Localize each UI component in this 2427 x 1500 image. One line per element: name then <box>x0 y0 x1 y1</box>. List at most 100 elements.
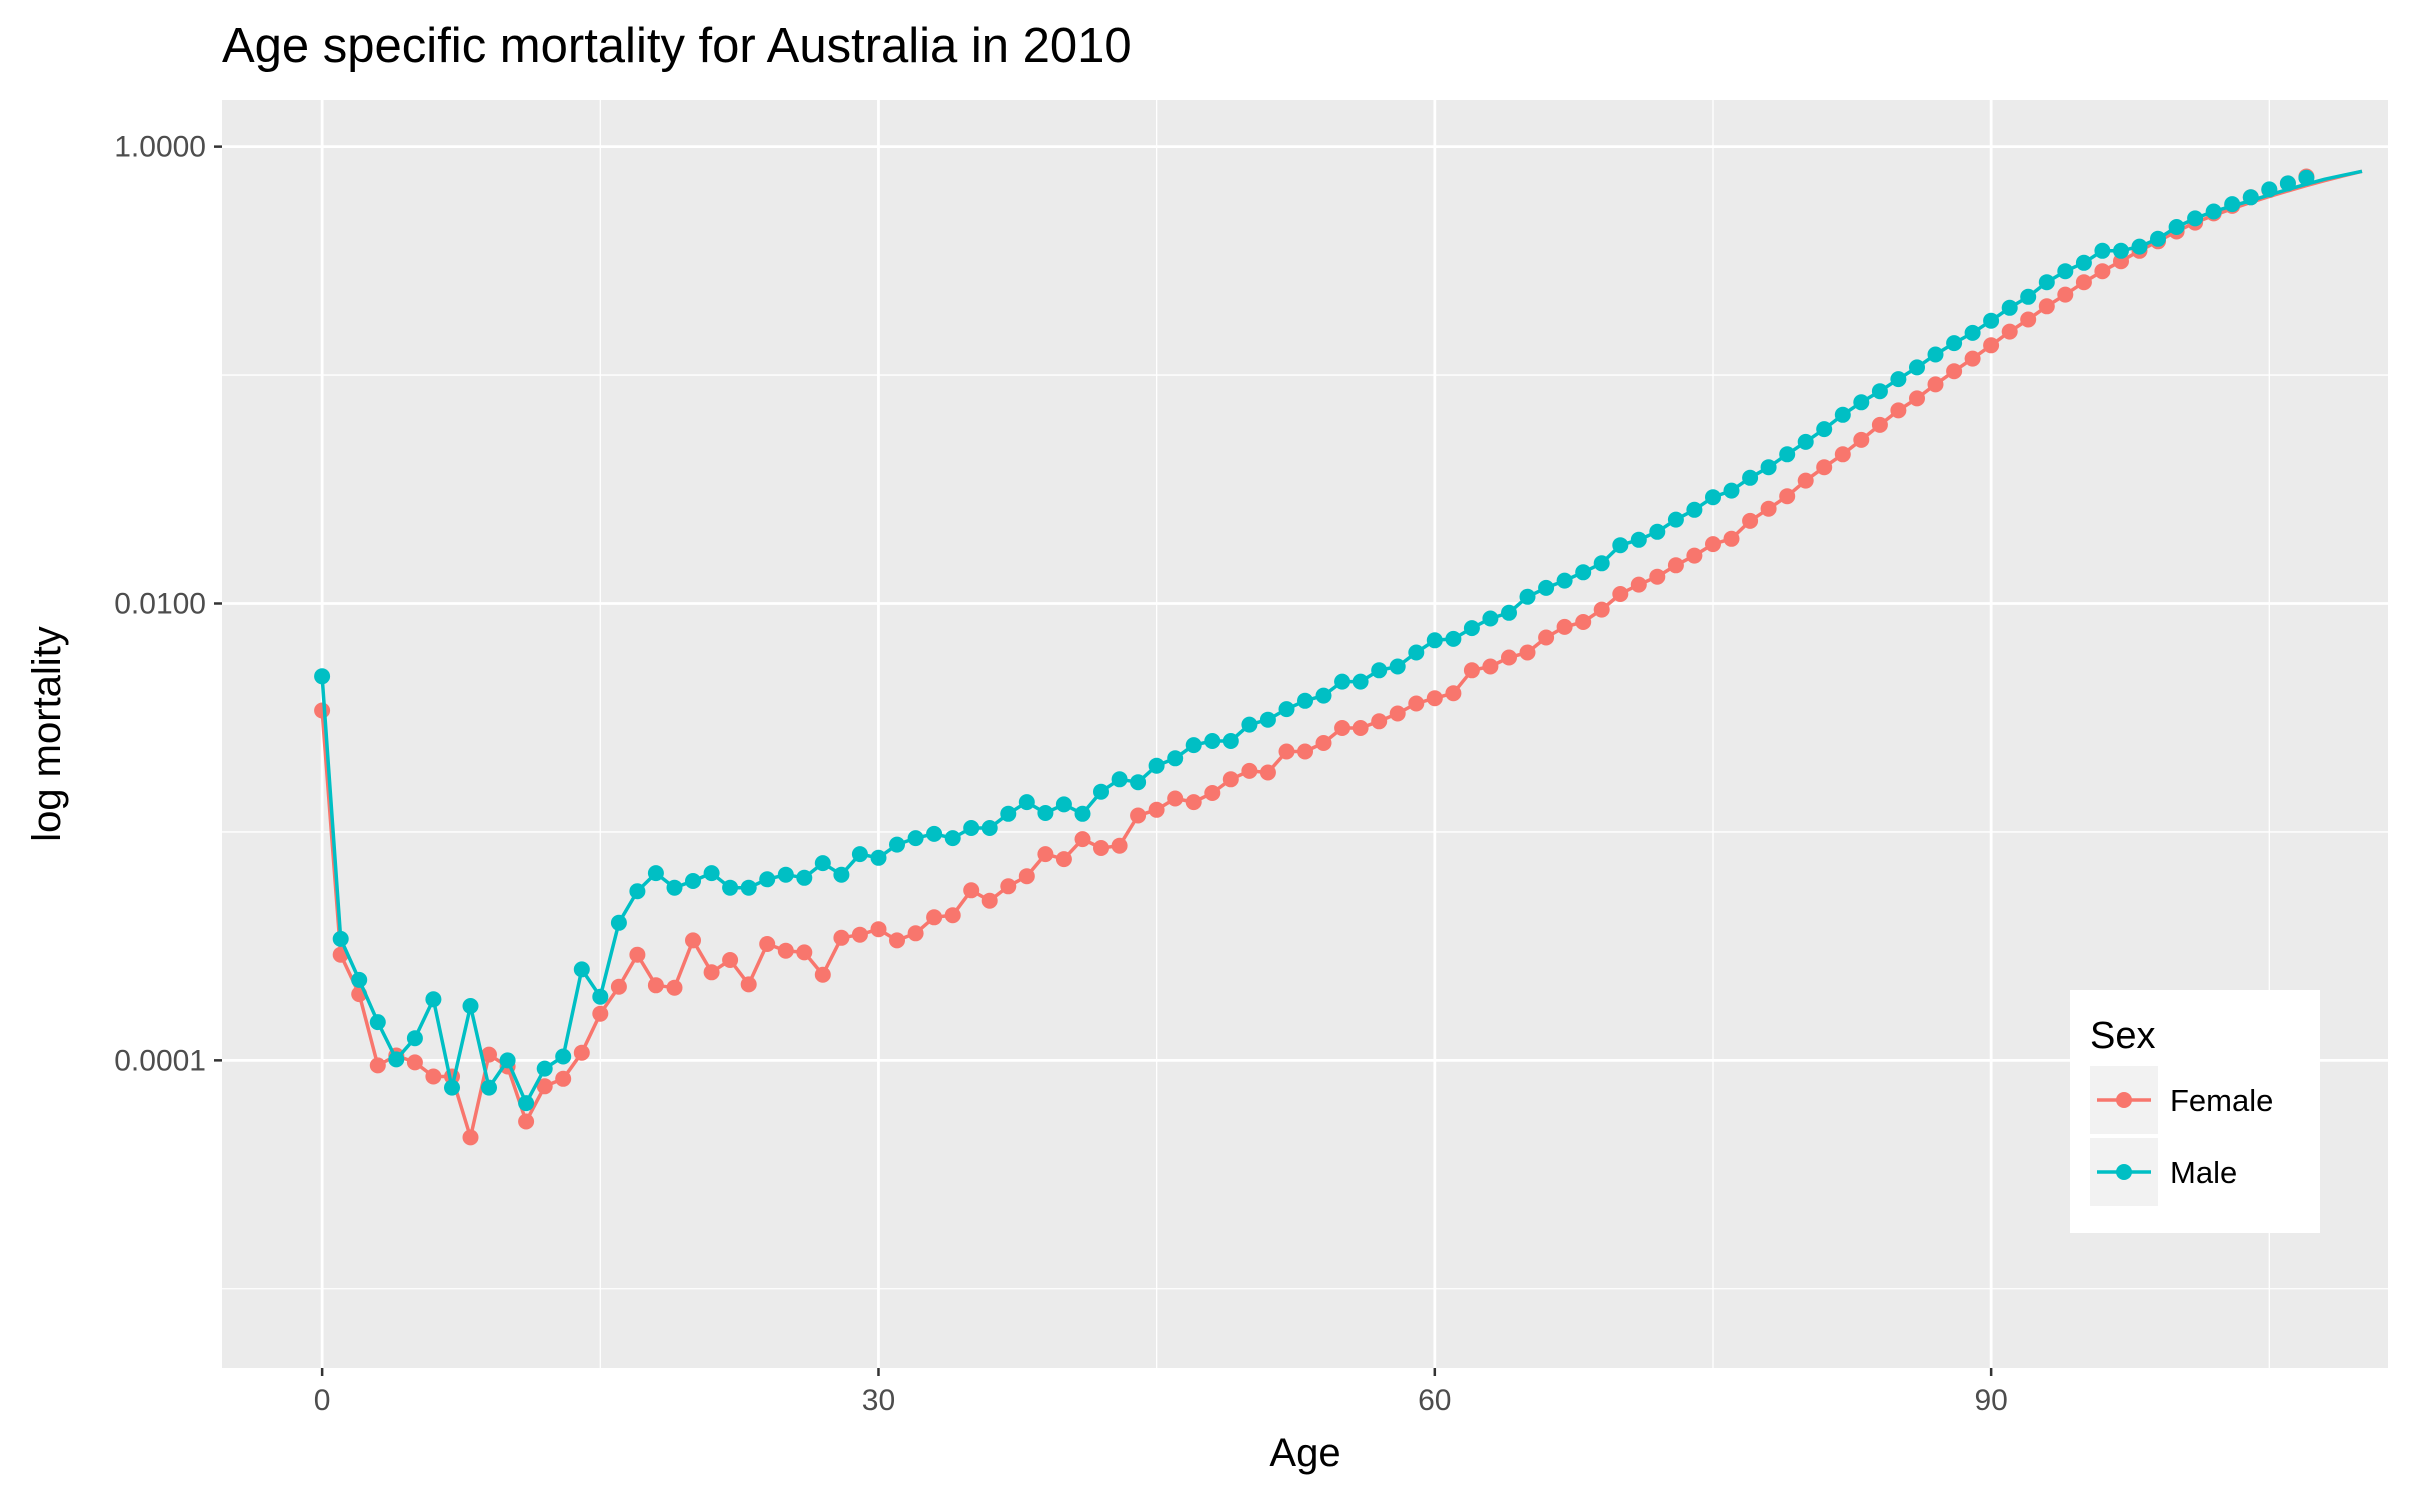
point-female-age-40 <box>1055 851 1072 868</box>
point-female-age-28 <box>833 929 850 946</box>
point-male-age-20 <box>685 873 701 889</box>
point-female-age-92 <box>2020 311 2037 328</box>
point-male-age-2 <box>351 971 368 988</box>
point-female-age-54 <box>1315 735 1332 751</box>
point-female-age-76 <box>1723 530 1740 547</box>
point-male-age-80 <box>1797 433 1814 450</box>
point-female-age-11 <box>518 1113 535 1130</box>
point-male-age-12 <box>536 1060 553 1077</box>
point-female-age-47 <box>1185 794 1202 811</box>
point-male-age-45 <box>1148 757 1165 774</box>
point-male-age-33 <box>926 825 943 842</box>
point-female-age-48 <box>1204 785 1221 801</box>
point-male-age-38 <box>1018 794 1035 811</box>
point-male-age-26 <box>796 869 813 886</box>
point-male-age-24 <box>759 871 776 888</box>
point-male-age-23 <box>740 879 757 896</box>
point-male-age-71 <box>1630 531 1647 548</box>
point-male-age-48 <box>1204 733 1221 749</box>
point-female-age-53 <box>1297 743 1313 760</box>
x-tick-label-0: 0 <box>314 1384 331 1417</box>
point-male-age-19 <box>666 879 683 896</box>
point-male-age-51 <box>1259 711 1276 728</box>
point-male-age-63 <box>1482 610 1499 627</box>
point-female-age-8 <box>462 1129 479 1146</box>
point-female-age-6 <box>425 1068 442 1085</box>
point-female-age-49 <box>1222 771 1239 788</box>
point-male-age-82 <box>1834 406 1851 423</box>
point-female-age-94 <box>2057 286 2074 303</box>
point-female-age-51 <box>1259 764 1276 781</box>
point-female-age-57 <box>1371 713 1388 730</box>
point-male-age-77 <box>1742 469 1759 486</box>
point-female-age-43 <box>1111 837 1128 854</box>
point-female-age-52 <box>1278 743 1295 760</box>
point-female-age-87 <box>1927 376 1944 393</box>
point-female-age-91 <box>2001 323 2018 340</box>
point-female-age-78 <box>1760 500 1777 517</box>
point-male-age-100 <box>2168 219 2185 235</box>
point-female-age-23 <box>740 976 757 993</box>
point-male-age-103 <box>2224 196 2241 213</box>
point-female-age-85 <box>1890 402 1907 419</box>
point-female-age-80 <box>1797 472 1814 489</box>
point-female-age-81 <box>1816 459 1833 476</box>
point-female-age-68 <box>1575 614 1592 630</box>
point-male-age-50 <box>1241 716 1258 733</box>
point-female-age-82 <box>1834 446 1851 463</box>
point-male-age-31 <box>889 836 905 853</box>
point-male-age-56 <box>1352 673 1369 690</box>
point-female-age-70 <box>1612 586 1629 602</box>
point-female-age-84 <box>1871 416 1888 433</box>
point-male-age-4 <box>388 1051 405 1068</box>
point-male-age-62 <box>1463 620 1480 637</box>
point-male-age-36 <box>981 820 998 836</box>
point-male-age-39 <box>1037 805 1054 821</box>
point-male-age-58 <box>1389 658 1406 675</box>
point-male-age-13 <box>555 1048 572 1065</box>
point-male-age-8 <box>462 998 479 1014</box>
point-male-age-27 <box>814 855 831 872</box>
point-male-age-22 <box>722 879 739 896</box>
point-female-age-35 <box>963 882 980 899</box>
point-male-age-49 <box>1222 733 1239 749</box>
point-male-age-101 <box>2187 210 2204 227</box>
point-male-age-6 <box>425 991 442 1008</box>
legend-key-point-female <box>2116 1092 2132 1108</box>
legend: Sex Female Male <box>2070 990 2320 1233</box>
point-male-age-66 <box>1538 579 1555 596</box>
point-male-age-57 <box>1371 662 1388 679</box>
point-male-age-30 <box>870 849 887 866</box>
point-male-age-84 <box>1871 383 1888 400</box>
point-male-age-37 <box>1000 805 1017 822</box>
point-female-age-37 <box>1000 878 1017 895</box>
point-female-age-79 <box>1779 488 1796 505</box>
point-male-age-76 <box>1723 482 1740 499</box>
point-male-age-35 <box>963 820 980 836</box>
point-male-age-11 <box>518 1095 535 1112</box>
point-male-age-40 <box>1055 796 1072 813</box>
point-male-age-15 <box>592 988 609 1005</box>
point-female-age-0 <box>314 702 331 719</box>
point-male-age-74 <box>1686 501 1703 518</box>
point-female-age-21 <box>703 964 720 981</box>
point-female-age-5 <box>406 1054 423 1071</box>
point-male-age-14 <box>573 961 590 978</box>
chart-title: Age specific mortality for Australia in … <box>222 19 1132 73</box>
point-female-age-17 <box>629 946 646 963</box>
point-female-age-65 <box>1519 644 1536 661</box>
y-tick-label-0: 0.0001 <box>114 1044 206 1077</box>
point-female-age-32 <box>907 925 924 942</box>
y-tick-label-1: 0.0100 <box>114 587 206 620</box>
point-male-age-42 <box>1093 783 1109 800</box>
point-male-age-88 <box>1946 335 1963 352</box>
point-male-age-72 <box>1649 523 1666 540</box>
point-female-age-61 <box>1445 685 1462 702</box>
legend-label-male: Male <box>2170 1155 2237 1190</box>
point-male-age-81 <box>1816 421 1833 438</box>
point-female-age-3 <box>369 1057 386 1074</box>
point-male-age-9 <box>481 1079 497 1096</box>
point-male-age-52 <box>1278 701 1295 718</box>
x-axis: 0 30 60 90 <box>314 1368 2008 1417</box>
point-female-age-56 <box>1352 720 1369 736</box>
